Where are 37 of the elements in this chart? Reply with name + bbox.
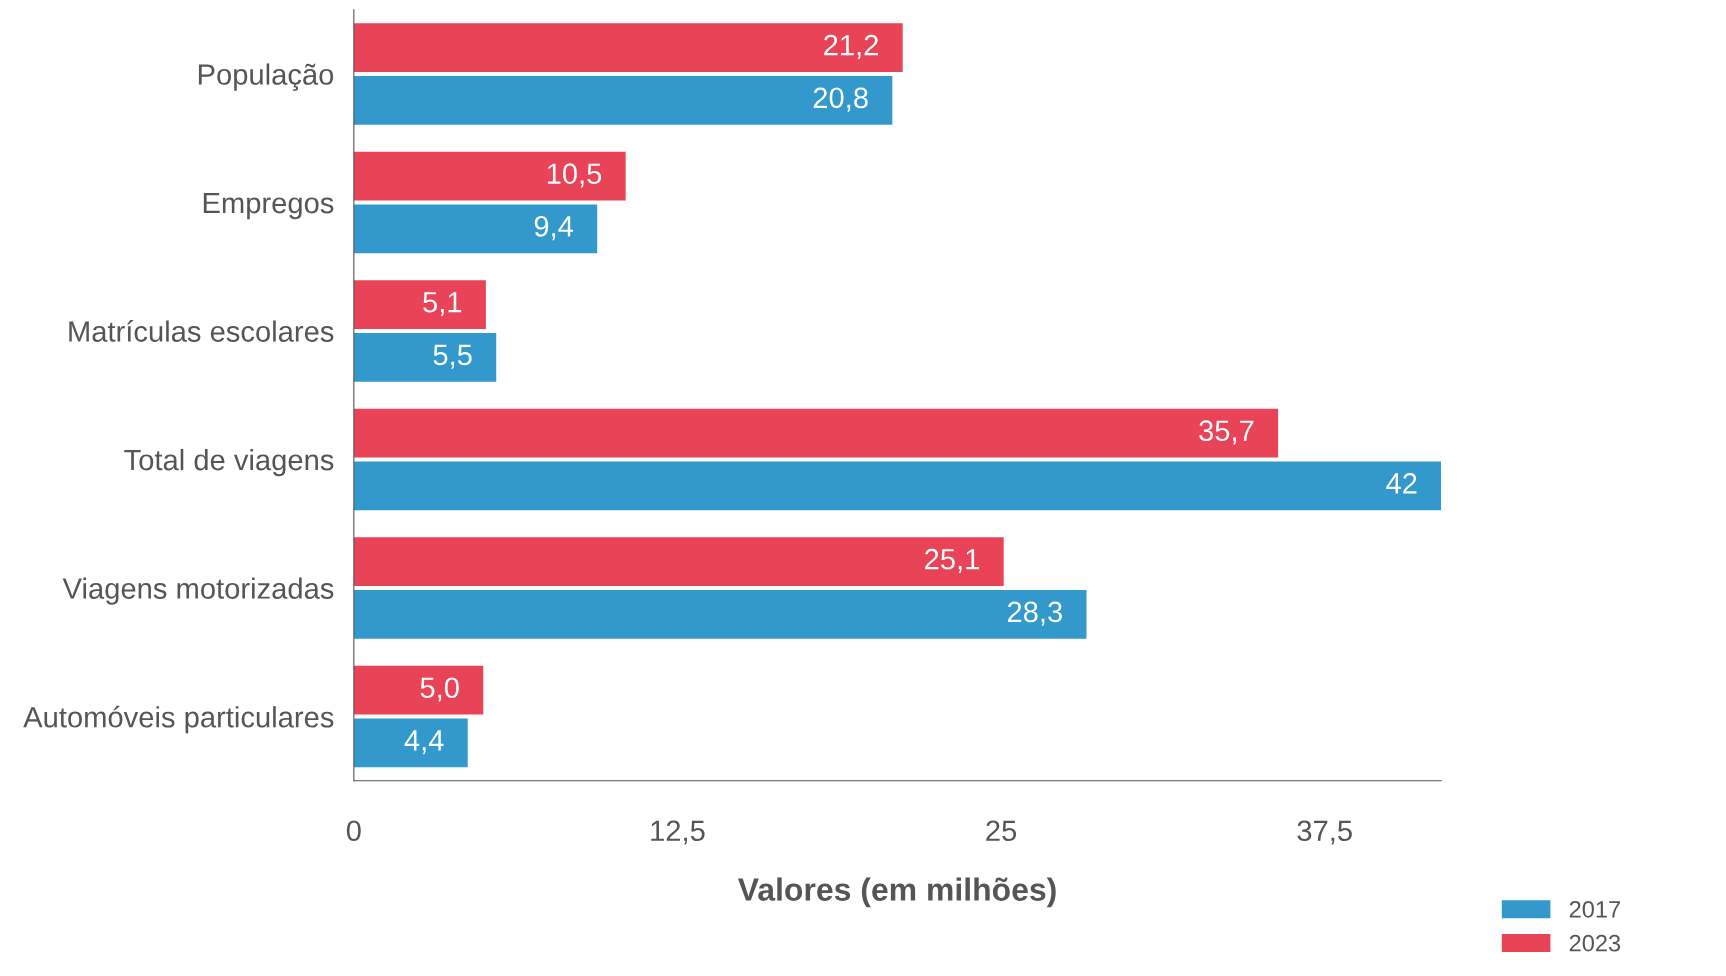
x-tick-label: 0 [346,820,361,842]
bar [353,280,486,330]
y-tick-label: Total de viagens [124,448,334,477]
y-tick-label: Empregos [203,193,334,220]
data-label: 4,4 [404,730,444,755]
x-tick-label: 12,5 [651,820,705,845]
data-label: 5,1 [423,292,462,316]
x-tick-label: 25 [986,820,1017,842]
bar [353,665,484,715]
bar [353,537,1004,587]
data-label: 20,8 [813,87,868,112]
y-tick-label: População [198,63,334,91]
data-label: 21,2 [824,34,878,59]
x-axis-title: Valores (em milhões) [737,877,1056,908]
data-label: 28,3 [1007,601,1062,626]
bar [353,23,903,73]
bar [353,718,468,768]
bar [353,204,598,254]
legend-label: 2017 [1569,900,1620,918]
legend-label: 2023 [1569,934,1621,952]
data-label: 35,7 [1199,420,1254,445]
y-tick-label: Automóveis particulares [23,705,334,734]
data-label: 25,1 [925,548,979,573]
y-tick-label: Viagens motorizadas [62,577,334,605]
data-label: 5,5 [433,344,472,369]
bar [353,151,626,201]
data-label: 42 [1386,473,1417,494]
x-tick-label: 37,5 [1297,820,1352,845]
y-tick-label: Matrículas escolares [69,320,334,342]
bar [353,461,1442,511]
data-label: 9,4 [534,216,574,241]
bar [353,408,1279,458]
bar [353,589,1087,639]
data-label: 10,5 [547,163,602,188]
data-label: 5,0 [420,677,459,702]
bar [353,75,893,125]
bar [353,332,497,382]
